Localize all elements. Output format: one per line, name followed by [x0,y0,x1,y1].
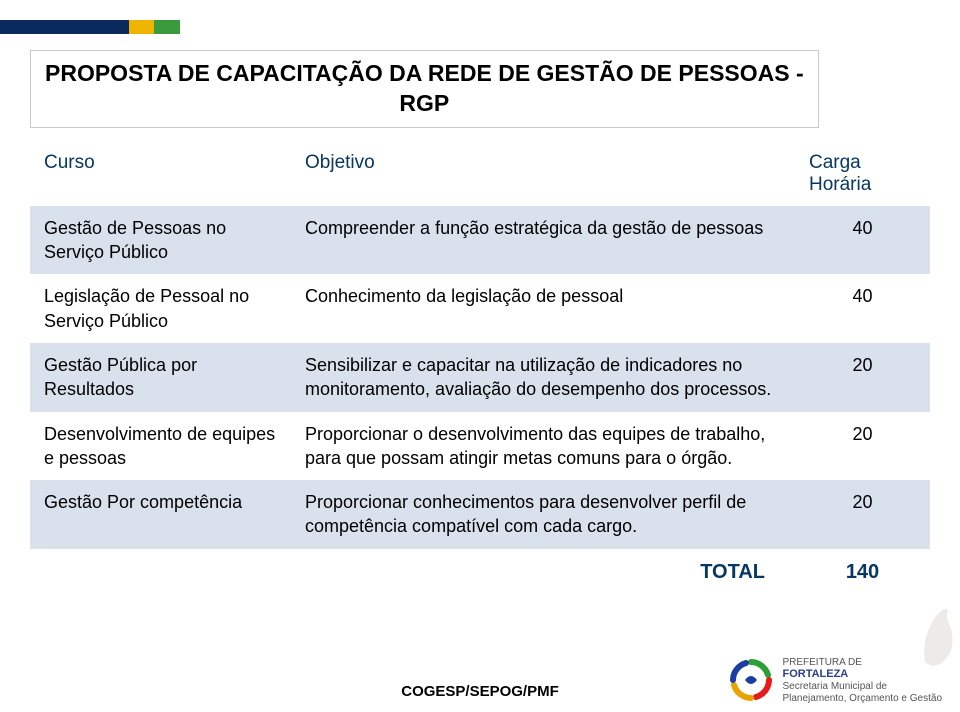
header-curso: Curso [30,142,291,206]
slide-content: PROPOSTA DE CAPACITAÇÃO DA REDE DE GESTÃ… [30,50,930,596]
header-objetivo: Objetivo [291,142,795,206]
cell-objetivo: Conhecimento da legislação de pessoal [291,274,795,343]
table-header-row: Curso Objetivo Carga Horária [30,142,930,206]
cell-carga: 40 [795,274,930,343]
stripe-yellow [129,20,155,34]
table-total-row: TOTAL 140 [30,549,930,596]
fortaleza-logo-icon [728,657,774,703]
header-carga: Carga Horária [795,142,930,206]
logo-line2: FORTALEZA [782,668,942,681]
cell-curso: Gestão Pública por Resultados [30,343,291,412]
cell-objetivo: Compreender a função estratégica da gest… [291,206,795,275]
course-table: Curso Objetivo Carga Horária Gestão de P… [30,142,930,596]
table-row: Gestão Por competência Proporcionar conh… [30,480,930,549]
cell-curso: Gestão Por competência [30,480,291,549]
total-spacer [30,549,291,596]
total-value: 140 [795,549,930,596]
logo-line1: PREFEITURA DE [782,657,942,669]
table-row: Gestão de Pessoas no Serviço Público Com… [30,206,930,275]
slide-title-line2: RGP [45,89,804,119]
cell-curso: Gestão de Pessoas no Serviço Público [30,206,291,275]
logo-line4: Planejamento, Orçamento e Gestão [782,693,942,705]
table-row: Gestão Pública por Resultados Sensibiliz… [30,343,930,412]
header-stripe [0,20,180,34]
cell-curso: Desenvolvimento de equipes e pessoas [30,412,291,481]
table-row: Desenvolvimento de equipes e pessoas Pro… [30,412,930,481]
cell-objetivo: Proporcionar o desenvolvimento das equip… [291,412,795,481]
footer-logo-block: PREFEITURA DE FORTALEZA Secretaria Munic… [728,657,942,704]
cell-carga: 20 [795,412,930,481]
footer-text: COGESP/SEPOG/PMF [401,683,559,700]
cell-objetivo: Proporcionar conhecimentos para desenvol… [291,480,795,549]
stripe-green [154,20,180,34]
slide-title-box: PROPOSTA DE CAPACITAÇÃO DA REDE DE GESTÃ… [30,50,819,128]
cell-carga: 40 [795,206,930,275]
cell-objetivo: Sensibilizar e capacitar na utilização d… [291,343,795,412]
cell-curso: Legislação de Pessoal no Serviço Público [30,274,291,343]
cell-carga: 20 [795,480,930,549]
total-label: TOTAL [291,549,795,596]
slide-title-line1: PROPOSTA DE CAPACITAÇÃO DA REDE DE GESTÃ… [45,60,804,86]
logo-line3: Secretaria Municipal de [782,681,942,693]
table-row: Legislação de Pessoal no Serviço Público… [30,274,930,343]
cell-carga: 20 [795,343,930,412]
footer-logo-text: PREFEITURA DE FORTALEZA Secretaria Munic… [782,657,942,704]
stripe-navy [0,20,129,34]
